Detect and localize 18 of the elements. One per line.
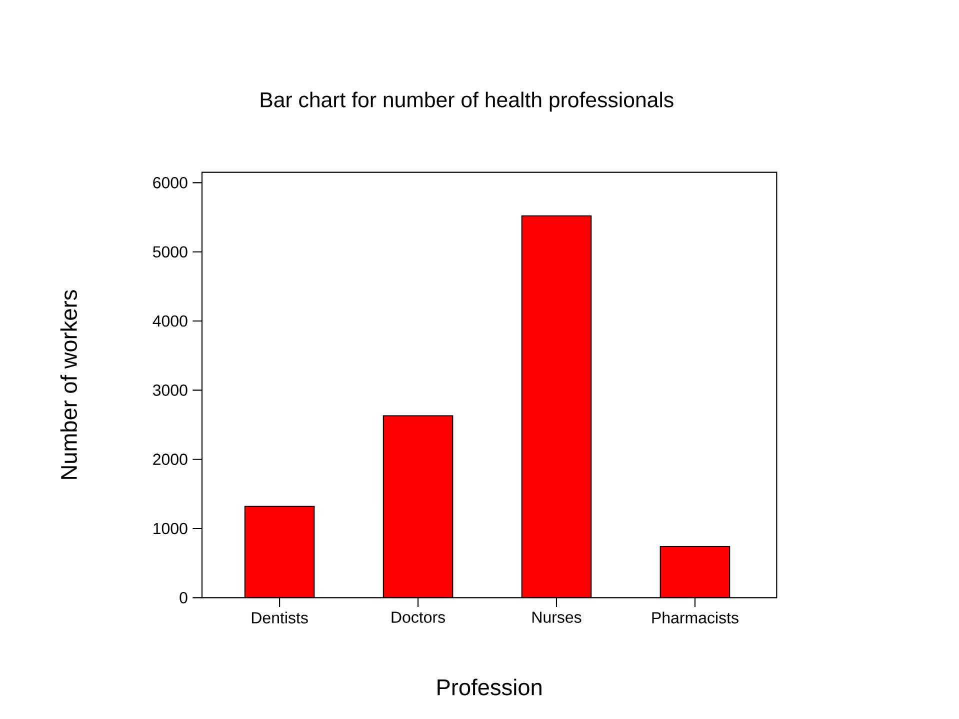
y-tick-label: 1000 <box>154 522 188 534</box>
x-tick-label: Dentists <box>252 612 308 624</box>
bar <box>244 506 315 598</box>
x-axis-title: Profession <box>438 678 542 696</box>
x-tick-label: Doctors <box>392 612 446 623</box>
chart-title: Bar chart for number of health professionals <box>260 92 674 112</box>
y-tick-label: 4000 <box>152 315 188 327</box>
y-axis-title: Number of workers <box>60 290 77 479</box>
y-tick-label: 0 <box>180 592 188 604</box>
y-tick-label: 5000 <box>153 246 188 258</box>
x-tick-label: Pharmacists <box>652 612 738 624</box>
x-tick-label: Nurses <box>532 612 582 623</box>
bar <box>382 415 454 598</box>
y-tick-label: 2000 <box>153 454 188 465</box>
y-tick-label: 6000 <box>153 177 188 188</box>
bar <box>660 546 730 598</box>
y-tick-label: 3000 <box>152 384 188 396</box>
bar <box>521 215 592 598</box>
